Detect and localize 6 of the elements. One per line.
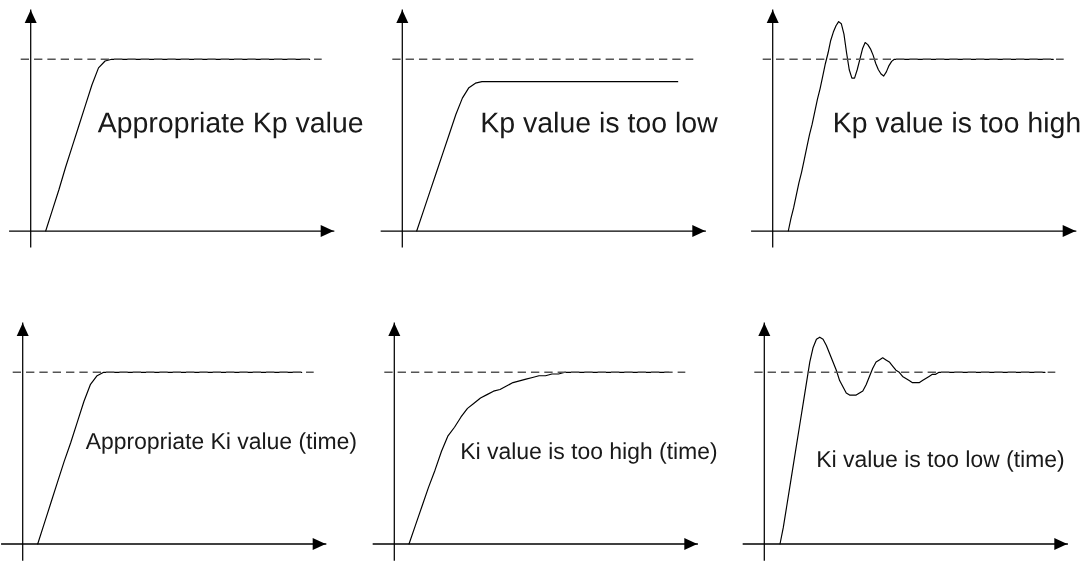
text: Appropriate Kp value (97, 111, 363, 139)
text: Appropriate Ki value (time) (85, 432, 356, 454)
text: Kp value is too low (482, 111, 718, 139)
text: Ki value is too low (time) (818, 450, 1064, 472)
text: Kp value is too high (835, 111, 1080, 139)
text: Ki value is too high (time) (462, 442, 717, 464)
